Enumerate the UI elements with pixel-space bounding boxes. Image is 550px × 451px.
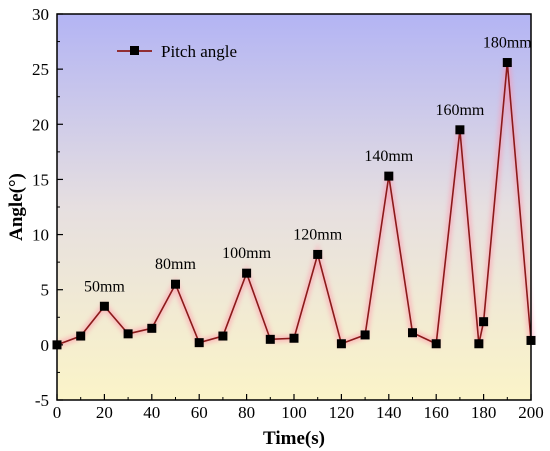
- data-point: [336, 339, 346, 349]
- data-point: [265, 334, 275, 344]
- legend-marker: [130, 46, 139, 55]
- data-point: [384, 171, 394, 181]
- x-tick-label: 80: [238, 403, 255, 422]
- series-line-pitch-angle: [56, 62, 532, 346]
- y-tick-label: 30: [32, 5, 49, 24]
- distance-annotation: 50mm: [84, 278, 125, 295]
- x-tick-label: 60: [191, 403, 208, 422]
- data-point: [171, 279, 180, 289]
- y-tick-label: 0: [41, 336, 50, 355]
- data-point: [474, 339, 484, 349]
- data-point: [502, 58, 512, 68]
- x-tick-label: 40: [143, 403, 160, 422]
- data-point: [455, 125, 465, 135]
- y-tick-label: 5: [41, 281, 50, 300]
- x-tick-label: 120: [329, 403, 355, 422]
- distance-annotation: 120mm: [293, 226, 342, 243]
- x-tick-label: 160: [423, 403, 449, 422]
- annotations: 50mm 80mm 100mm 120mm 140mm 160mm 180mm: [84, 35, 532, 296]
- data-point: [408, 328, 417, 338]
- x-tick-label: 200: [518, 403, 544, 422]
- distance-annotation: 140mm: [364, 148, 413, 165]
- y-tick-label: 25: [32, 60, 49, 79]
- data-point: [194, 338, 204, 348]
- legend-label-pitch-angle: Pitch angle: [161, 42, 237, 61]
- distance-annotation: 160mm: [435, 102, 484, 119]
- distance-annotation: 180mm: [483, 35, 532, 52]
- data-point: [313, 249, 323, 259]
- data-point: [360, 330, 370, 340]
- data-point: [479, 317, 489, 327]
- y-axis-ticks: -5 0 5 10 15 20 25 30: [32, 5, 63, 410]
- x-tick-label: 0: [53, 403, 62, 422]
- x-axis-ticks: 0 20 40 60 80 100 120 140 160 180 200: [53, 394, 544, 422]
- distance-annotation: 80mm: [155, 256, 196, 273]
- x-tick-label: 180: [471, 403, 497, 422]
- legend: Pitch angle: [117, 42, 237, 61]
- data-point: [147, 323, 157, 333]
- data-point: [218, 331, 228, 341]
- data-point: [431, 339, 441, 349]
- y-tick-label: 15: [32, 170, 49, 189]
- y-tick-label: 20: [32, 115, 49, 134]
- y-tick-label: 10: [32, 226, 49, 245]
- x-tick-label: 140: [376, 403, 402, 422]
- data-point: [99, 301, 109, 311]
- series-line-group: [56, 62, 532, 346]
- data-point: [289, 333, 299, 343]
- data-point: [123, 329, 133, 339]
- y-axis-title: Angle(°): [6, 173, 27, 241]
- data-point: [76, 331, 86, 341]
- x-axis-title: Time(s): [263, 428, 325, 449]
- x-tick-label: 100: [281, 403, 307, 422]
- x-tick-label: 20: [96, 403, 113, 422]
- y-tick-label: -5: [35, 391, 49, 410]
- data-point: [242, 268, 252, 278]
- distance-annotation: 100mm: [222, 245, 271, 262]
